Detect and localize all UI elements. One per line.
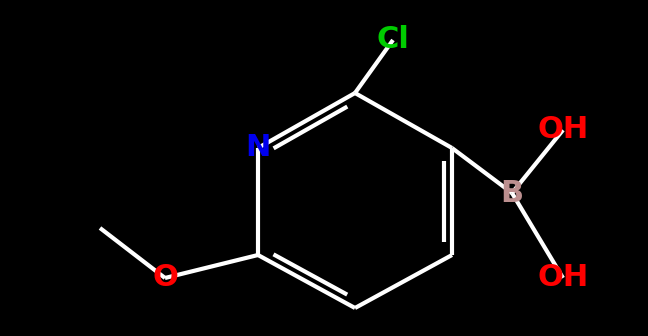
Text: Cl: Cl: [376, 26, 410, 54]
Text: B: B: [500, 178, 524, 208]
Text: O: O: [152, 263, 178, 293]
Text: N: N: [246, 133, 271, 163]
Text: OH: OH: [537, 263, 588, 293]
Text: OH: OH: [537, 116, 588, 144]
